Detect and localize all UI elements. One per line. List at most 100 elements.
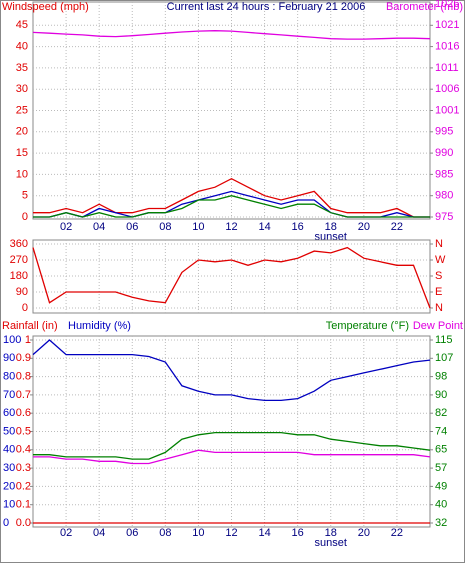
y2-tick-label: E — [435, 286, 442, 298]
y2-tick-label: 115 — [435, 334, 453, 346]
y-rain-tick-label: 0.1 — [16, 499, 31, 511]
x-tick-label: 02 — [60, 221, 72, 233]
x-tick-label: 06 — [126, 527, 138, 539]
x-tick-label: 22 — [391, 221, 403, 233]
y-rain-tick-label: 0.7 — [16, 389, 31, 401]
series-line — [32, 339, 431, 402]
series-line — [33, 177, 430, 218]
x-tick-label: 06 — [126, 221, 138, 233]
y2-tick-label: 32 — [435, 517, 447, 529]
y-tick-label: 100 — [3, 334, 21, 346]
y2-tick-label: 98 — [435, 371, 447, 383]
y2-tick-label: 1011 — [435, 62, 459, 74]
y-tick-label: 35 — [16, 62, 28, 74]
x-tick-label: 12 — [225, 527, 237, 539]
x-tick-label: 14 — [258, 221, 270, 233]
x-tick-label: 12 — [225, 221, 237, 233]
x-tick-label: 18 — [325, 527, 337, 539]
y-axis-label: Windspeed (mph) — [2, 1, 89, 13]
y2-tick-label: N — [435, 238, 443, 250]
y-tick-label: 10 — [3, 499, 15, 511]
y-tick-label: 10 — [16, 168, 28, 180]
y2-tick-label: 90 — [435, 389, 447, 401]
y2-tick-label: 40 — [435, 499, 447, 511]
y-rain-tick-label: 0.6 — [16, 407, 31, 419]
y2-tick-label: N — [435, 302, 443, 314]
y-tick-label: 20 — [3, 480, 15, 492]
series-line — [32, 30, 431, 40]
x-tick-label: 18 — [325, 221, 337, 233]
x-tick-label: 20 — [358, 527, 370, 539]
y2-tick-label: 990 — [435, 147, 453, 159]
series-line — [33, 195, 430, 218]
x-tick-label: 04 — [93, 221, 105, 233]
x-tick-label: 20 — [358, 221, 370, 233]
y-tick-label: 30 — [16, 83, 28, 95]
y-tick-label: 270 — [10, 254, 28, 266]
y-axis-label: Humidity (%) — [68, 320, 131, 332]
y-tick-label: 15 — [16, 147, 28, 159]
y2-extra-label: Dew Point — [413, 320, 463, 332]
series-line — [33, 449, 431, 465]
y2-tick-label: 985 — [435, 168, 453, 180]
y-tick-label: 90 — [3, 352, 15, 364]
y2-tick-label: 980 — [435, 190, 453, 202]
x-tick-label: 16 — [292, 527, 304, 539]
x-tick-label: 08 — [159, 527, 171, 539]
y-rain-tick-label: 0.5 — [16, 425, 31, 437]
y-tick-label: 25 — [16, 104, 28, 116]
y-tick-label: 40 — [16, 41, 28, 53]
y2-tick-label: 1026 — [435, 0, 459, 10]
x-tick-label: 22 — [391, 527, 403, 539]
y-tick-label: 60 — [3, 407, 15, 419]
y2-tick-label: S — [435, 270, 442, 282]
series-line — [33, 431, 431, 460]
annotation: sunset — [315, 537, 347, 549]
y-tick-label: 30 — [3, 462, 15, 474]
series-line — [32, 246, 431, 309]
x-tick-label: 08 — [159, 221, 171, 233]
y-rain-tick-label: 0.8 — [16, 371, 31, 383]
y2-tick-label: 1016 — [435, 41, 459, 53]
y2-tick-label: 1006 — [435, 83, 459, 95]
x-tick-label: 14 — [258, 527, 270, 539]
y-tick-label: 0 — [3, 517, 9, 529]
y-tick-label: 0 — [22, 302, 28, 314]
y-tick-label: 80 — [3, 371, 15, 383]
y2-tick-label: 82 — [435, 407, 447, 419]
rain-axis-label: Rainfall (in) — [2, 320, 58, 332]
y2-axis-label: Barometer (mb) — [386, 1, 463, 13]
y-tick-label: 360 — [10, 238, 28, 250]
y-rain-tick-label: 0.4 — [16, 444, 31, 456]
y-rain-tick-label: 0.9 — [16, 352, 31, 364]
y2-tick-label: 74 — [435, 425, 447, 437]
y-rain-tick-label: 0.0 — [16, 517, 31, 529]
y2-tick-label: 49 — [435, 480, 447, 492]
y-tick-label: 90 — [16, 286, 28, 298]
y-rain-tick-label: 1 — [25, 334, 31, 346]
y-tick-label: 70 — [3, 389, 15, 401]
y2-tick-label: 995 — [435, 126, 453, 138]
y-tick-label: 0 — [22, 211, 28, 223]
x-tick-label: 16 — [292, 221, 304, 233]
y2-tick-label: 57 — [435, 462, 447, 474]
y-tick-label: 50 — [3, 425, 15, 437]
y-tick-label: 45 — [16, 19, 28, 31]
y-tick-label: 20 — [16, 126, 28, 138]
x-tick-label: 04 — [93, 527, 105, 539]
chart-title: Current last 24 hours : February 21 2006 — [167, 1, 366, 13]
y2-tick-label: 975 — [435, 211, 453, 223]
x-tick-label: 10 — [192, 221, 204, 233]
y-rain-tick-label: 0.3 — [16, 462, 31, 474]
y2-tick-label: 1021 — [435, 19, 459, 31]
y-tick-label: 40 — [3, 444, 15, 456]
y-tick-label: 5 — [22, 190, 28, 202]
x-tick-label: 02 — [60, 527, 72, 539]
y2-tick-label: 65 — [435, 444, 447, 456]
y2-tick-label: W — [435, 254, 446, 266]
y-rain-tick-label: 0.2 — [16, 480, 31, 492]
y2-tick-label: 107 — [435, 352, 453, 364]
y2-tick-label: 1001 — [435, 104, 459, 116]
y-tick-label: 180 — [10, 270, 28, 282]
